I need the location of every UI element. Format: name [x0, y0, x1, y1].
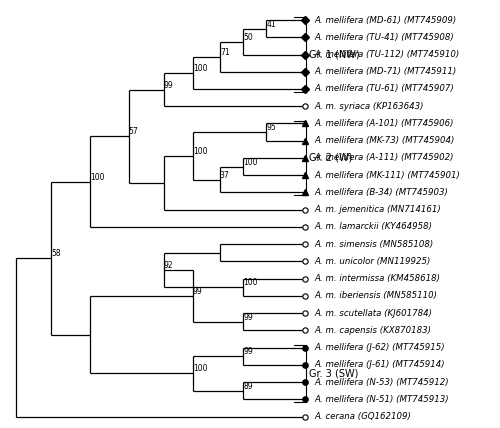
- Text: A. mellifera (MD-61) (MT745909): A. mellifera (MD-61) (MT745909): [315, 15, 457, 24]
- Text: A. mellifera (TU-61) (MT745907): A. mellifera (TU-61) (MT745907): [315, 84, 454, 93]
- Text: A. m. simensis (MN585108): A. m. simensis (MN585108): [315, 240, 434, 249]
- Text: A. mellifera (TU-41) (MT745908): A. mellifera (TU-41) (MT745908): [315, 33, 454, 42]
- Text: 100: 100: [193, 365, 208, 374]
- Text: 99: 99: [164, 80, 173, 89]
- Text: A. m. scutellata (KJ601784): A. m. scutellata (KJ601784): [315, 309, 433, 318]
- Text: A. m. unicolor (MN119925): A. m. unicolor (MN119925): [315, 257, 431, 266]
- Text: 99: 99: [193, 287, 202, 296]
- Text: A. m. lamarckii (KY464958): A. m. lamarckii (KY464958): [315, 223, 433, 232]
- Text: 100: 100: [243, 158, 258, 166]
- Text: 50: 50: [243, 33, 253, 42]
- Text: A. m. intermissa (KM458618): A. m. intermissa (KM458618): [315, 274, 441, 283]
- Text: Gr. 1 (NW): Gr. 1 (NW): [309, 50, 360, 59]
- Text: A. m. capensis (KX870183): A. m. capensis (KX870183): [315, 326, 432, 335]
- Text: 57: 57: [129, 127, 138, 136]
- Text: A. mellifera (MK-111) (MT745901): A. mellifera (MK-111) (MT745901): [315, 171, 461, 180]
- Text: A. mellifera (MK-73) (MT745904): A. mellifera (MK-73) (MT745904): [315, 136, 455, 145]
- Text: 58: 58: [51, 249, 61, 258]
- Text: A. mellifera (MD-71) (MT745911): A. mellifera (MD-71) (MT745911): [315, 67, 457, 76]
- Text: 100: 100: [193, 64, 208, 73]
- Text: 95: 95: [266, 123, 276, 132]
- Text: 89: 89: [243, 382, 253, 391]
- Text: Gr. 3 (SW): Gr. 3 (SW): [309, 369, 358, 378]
- Text: 100: 100: [193, 147, 208, 156]
- Text: A. mellifera (J-62) (MT745915): A. mellifera (J-62) (MT745915): [315, 343, 446, 352]
- Text: A. m. jemenitica (MN714161): A. m. jemenitica (MN714161): [315, 205, 442, 214]
- Text: A. mellifera (N-53) (MT745912): A. mellifera (N-53) (MT745912): [315, 377, 450, 386]
- Text: 100: 100: [243, 278, 258, 287]
- Text: 92: 92: [164, 261, 173, 270]
- Text: 99: 99: [243, 313, 253, 322]
- Text: A. m. iberiensis (MN585110): A. m. iberiensis (MN585110): [315, 291, 438, 300]
- Text: 71: 71: [220, 48, 230, 56]
- Text: A. mellifera (J-61) (MT745914): A. mellifera (J-61) (MT745914): [315, 360, 446, 369]
- Text: A. mellifera (B-34) (MT745903): A. mellifera (B-34) (MT745903): [315, 188, 449, 197]
- Text: A. mellifera (A-101) (MT745906): A. mellifera (A-101) (MT745906): [315, 119, 454, 128]
- Text: 41: 41: [266, 20, 276, 29]
- Text: 99: 99: [243, 347, 253, 356]
- Text: A. mellifera (N-51) (MT745913): A. mellifera (N-51) (MT745913): [315, 395, 450, 404]
- Text: Gr. 2 (W): Gr. 2 (W): [309, 153, 352, 163]
- Text: A. mellifera (TU-112) (MT745910): A. mellifera (TU-112) (MT745910): [315, 50, 460, 59]
- Text: A. mellifera (A-111) (MT745902): A. mellifera (A-111) (MT745902): [315, 154, 454, 163]
- Text: A. cerana (GQ162109): A. cerana (GQ162109): [315, 412, 412, 421]
- Text: 100: 100: [90, 172, 104, 181]
- Text: 37: 37: [220, 170, 230, 179]
- Text: A. m. syriaca (KP163643): A. m. syriaca (KP163643): [315, 102, 424, 111]
